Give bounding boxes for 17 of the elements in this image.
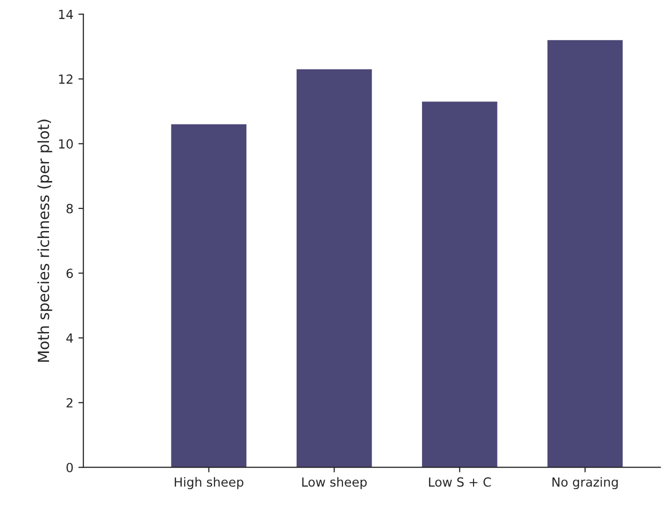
- y-tick-label: 4: [66, 334, 73, 343]
- bar: [422, 102, 498, 468]
- y-tick-label: 8: [66, 204, 73, 214]
- y-tick-label: 6: [66, 268, 73, 278]
- y-axis-title: Moth species richness (per plot): [37, 120, 52, 362]
- bar: [547, 40, 623, 468]
- bar: [296, 69, 372, 468]
- y-tick-label: 12: [59, 74, 72, 84]
- x-tick-label: High sheep: [174, 477, 244, 490]
- x-tick-label: Low sheep: [302, 477, 367, 490]
- bar: [171, 124, 246, 468]
- x-tick-label: No grazing: [552, 477, 618, 490]
- y-tick-label: 14: [59, 10, 73, 19]
- y-tick-label: 2: [66, 398, 72, 408]
- x-tick-label: Low S + C: [429, 477, 491, 487]
- y-tick-label: 10: [59, 139, 73, 149]
- y-tick-label: 0: [66, 462, 73, 472]
